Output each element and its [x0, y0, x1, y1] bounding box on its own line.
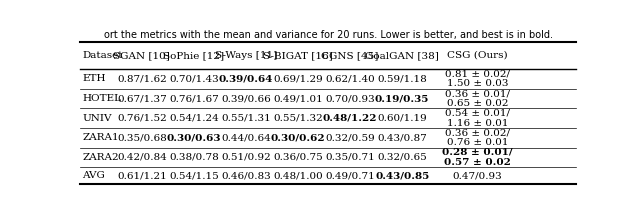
Text: 0.59/1.18: 0.59/1.18	[377, 75, 427, 83]
Text: SoPhie [12]: SoPhie [12]	[163, 51, 225, 60]
Text: S-BIGAT [16]: S-BIGAT [16]	[263, 51, 333, 60]
Text: CSG (Ours): CSG (Ours)	[447, 51, 508, 60]
Text: 0.48/1.22: 0.48/1.22	[323, 114, 378, 123]
Text: 0.51/0.92: 0.51/0.92	[221, 153, 271, 162]
Text: 0.35/0.71: 0.35/0.71	[325, 153, 375, 162]
Text: 0.87/1.62: 0.87/1.62	[117, 75, 166, 83]
Text: 0.76/1.67: 0.76/1.67	[169, 94, 219, 103]
Text: 0.55/1.31: 0.55/1.31	[221, 114, 271, 123]
Text: 0.54/1.15: 0.54/1.15	[169, 171, 219, 180]
Text: 0.43/0.87: 0.43/0.87	[377, 133, 427, 142]
Text: 0.70/0.93: 0.70/0.93	[325, 94, 375, 103]
Text: 0.35/0.68: 0.35/0.68	[117, 133, 166, 142]
Text: 0.48/1.00: 0.48/1.00	[273, 171, 323, 180]
Text: 0.46/0.83: 0.46/0.83	[221, 171, 271, 180]
Text: 0.19/0.35: 0.19/0.35	[375, 94, 429, 103]
Text: 0.36/0.75: 0.36/0.75	[273, 153, 323, 162]
Text: 0.76 ± 0.01: 0.76 ± 0.01	[447, 138, 508, 147]
Text: 0.39/0.66: 0.39/0.66	[221, 94, 271, 103]
Text: 0.30/0.63: 0.30/0.63	[166, 133, 221, 142]
Text: 0.54/1.24: 0.54/1.24	[169, 114, 219, 123]
Text: 0.67/1.37: 0.67/1.37	[117, 94, 166, 103]
Text: 0.76/1.52: 0.76/1.52	[117, 114, 166, 123]
Text: 0.47/0.93: 0.47/0.93	[452, 171, 502, 180]
Text: 0.39/0.64: 0.39/0.64	[219, 75, 273, 83]
Text: ZARA2: ZARA2	[83, 153, 119, 162]
Text: 0.42/0.84: 0.42/0.84	[117, 153, 166, 162]
Text: SGAN [10]: SGAN [10]	[113, 51, 170, 60]
Text: GoalGAN [38]: GoalGAN [38]	[365, 51, 439, 60]
Text: 0.38/0.78: 0.38/0.78	[169, 153, 219, 162]
Text: AVG: AVG	[83, 171, 106, 180]
Text: ort the metrics with the mean and variance for 20 runs. Lower is better, and bes: ort the metrics with the mean and varian…	[104, 30, 552, 40]
Text: CGNS [45]: CGNS [45]	[321, 51, 379, 60]
Text: 0.28 ± 0.01/: 0.28 ± 0.01/	[442, 148, 513, 157]
Text: 0.36 ± 0.01/: 0.36 ± 0.01/	[445, 89, 510, 98]
Text: 0.49/0.71: 0.49/0.71	[325, 171, 375, 180]
Text: 0.65 ± 0.02: 0.65 ± 0.02	[447, 99, 508, 108]
Text: 0.32/0.65: 0.32/0.65	[377, 153, 427, 162]
Text: 0.49/1.01: 0.49/1.01	[273, 94, 323, 103]
Text: 0.54 ± 0.01/: 0.54 ± 0.01/	[445, 109, 510, 118]
Text: UNIV: UNIV	[83, 114, 112, 123]
Text: 0.61/1.21: 0.61/1.21	[117, 171, 166, 180]
Text: 0.60/1.19: 0.60/1.19	[377, 114, 427, 123]
Text: 0.32/0.59: 0.32/0.59	[325, 133, 375, 142]
Text: 0.57 ± 0.02: 0.57 ± 0.02	[444, 158, 511, 167]
Text: Dataset: Dataset	[83, 51, 123, 60]
Text: 0.81 ± 0.02/: 0.81 ± 0.02/	[445, 70, 510, 78]
Text: 1.50 ± 0.03: 1.50 ± 0.03	[447, 79, 508, 89]
Text: 0.69/1.29: 0.69/1.29	[273, 75, 323, 83]
Text: ETH: ETH	[83, 75, 106, 83]
Text: 0.43/0.85: 0.43/0.85	[375, 171, 429, 180]
Text: S-Ways [11]: S-Ways [11]	[215, 51, 277, 60]
Text: 0.36 ± 0.02/: 0.36 ± 0.02/	[445, 128, 510, 137]
Text: HOTEL: HOTEL	[83, 94, 122, 103]
Text: 0.30/0.62: 0.30/0.62	[271, 133, 325, 142]
Text: 0.55/1.32: 0.55/1.32	[273, 114, 323, 123]
Text: 0.44/0.64: 0.44/0.64	[221, 133, 271, 142]
Text: 0.62/1.40: 0.62/1.40	[325, 75, 375, 83]
Text: 0.70/1.43: 0.70/1.43	[169, 75, 219, 83]
Text: ZARA1: ZARA1	[83, 133, 119, 142]
Text: 1.16 ± 0.01: 1.16 ± 0.01	[447, 119, 508, 128]
